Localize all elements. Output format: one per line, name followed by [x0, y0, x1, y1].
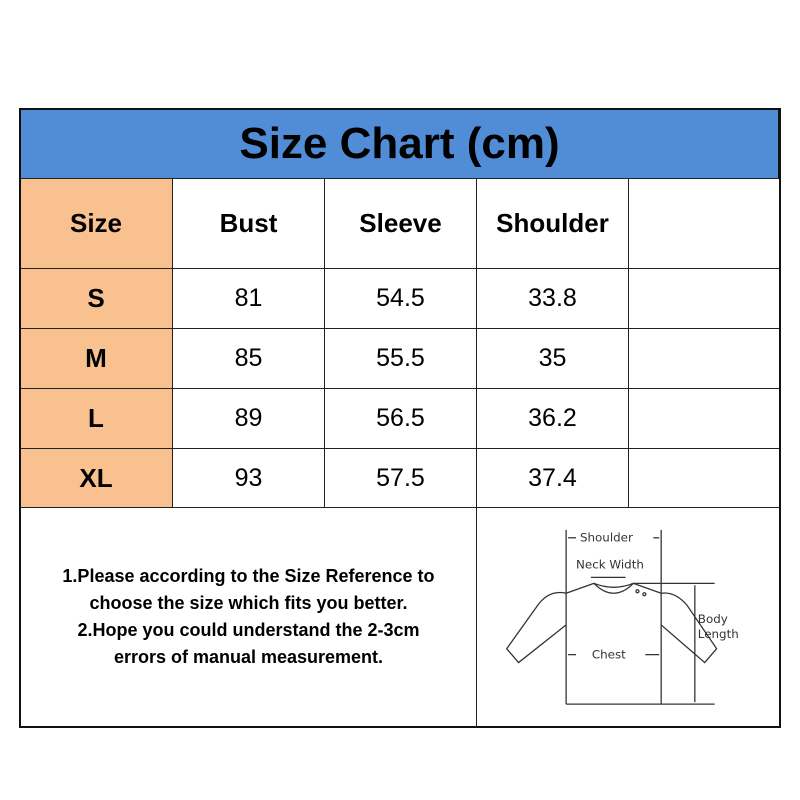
- notes: 1.Please according to the Size Reference…: [19, 507, 477, 728]
- size-cell: XL: [19, 448, 173, 508]
- value-cell: 57.5: [324, 448, 477, 508]
- value-cell: 36.2: [476, 388, 629, 449]
- size-cell: M: [19, 328, 173, 389]
- value-cell: 33.8: [476, 268, 629, 329]
- value-cell: 56.5: [324, 388, 477, 449]
- shoulder-label: Shoulder: [580, 530, 633, 544]
- note-line: 2.Hope you could understand the 2-3cm: [77, 620, 420, 640]
- value-cell: 55.5: [324, 328, 477, 389]
- value-cell: 81: [172, 268, 325, 329]
- size-cell: S: [19, 268, 173, 329]
- chart-title: Size Chart (cm): [19, 108, 780, 179]
- header-cell: [628, 178, 781, 269]
- size-cell: L: [19, 388, 173, 449]
- value-cell: [628, 388, 781, 449]
- value-cell: 35: [476, 328, 629, 389]
- body-length-label: Body: [698, 611, 728, 625]
- header-cell: Shoulder: [476, 178, 629, 269]
- note-line: choose the size which fits you better.: [89, 593, 408, 613]
- body-length-label-2: Length: [698, 626, 739, 640]
- value-cell: 37.4: [476, 448, 629, 508]
- value-cell: 85: [172, 328, 325, 389]
- measurement-diagram: Shoulder Neck Width Chest Body Length: [476, 507, 781, 728]
- header-cell: Bust: [172, 178, 325, 269]
- header-cell: Size: [19, 178, 173, 269]
- value-cell: [628, 448, 781, 508]
- header-cell: Sleeve: [324, 178, 477, 269]
- value-cell: 54.5: [324, 268, 477, 329]
- chest-label: Chest: [592, 647, 626, 661]
- value-cell: [628, 268, 781, 329]
- value-cell: 93: [172, 448, 325, 508]
- value-cell: [628, 328, 781, 389]
- note-line: 1.Please according to the Size Reference…: [62, 566, 435, 586]
- shirt-diagram-icon: Shoulder Neck Width Chest Body Length: [505, 529, 739, 705]
- value-cell: 89: [172, 388, 325, 449]
- note-line: errors of manual measurement.: [113, 647, 384, 667]
- neck-width-label: Neck Width: [576, 557, 644, 571]
